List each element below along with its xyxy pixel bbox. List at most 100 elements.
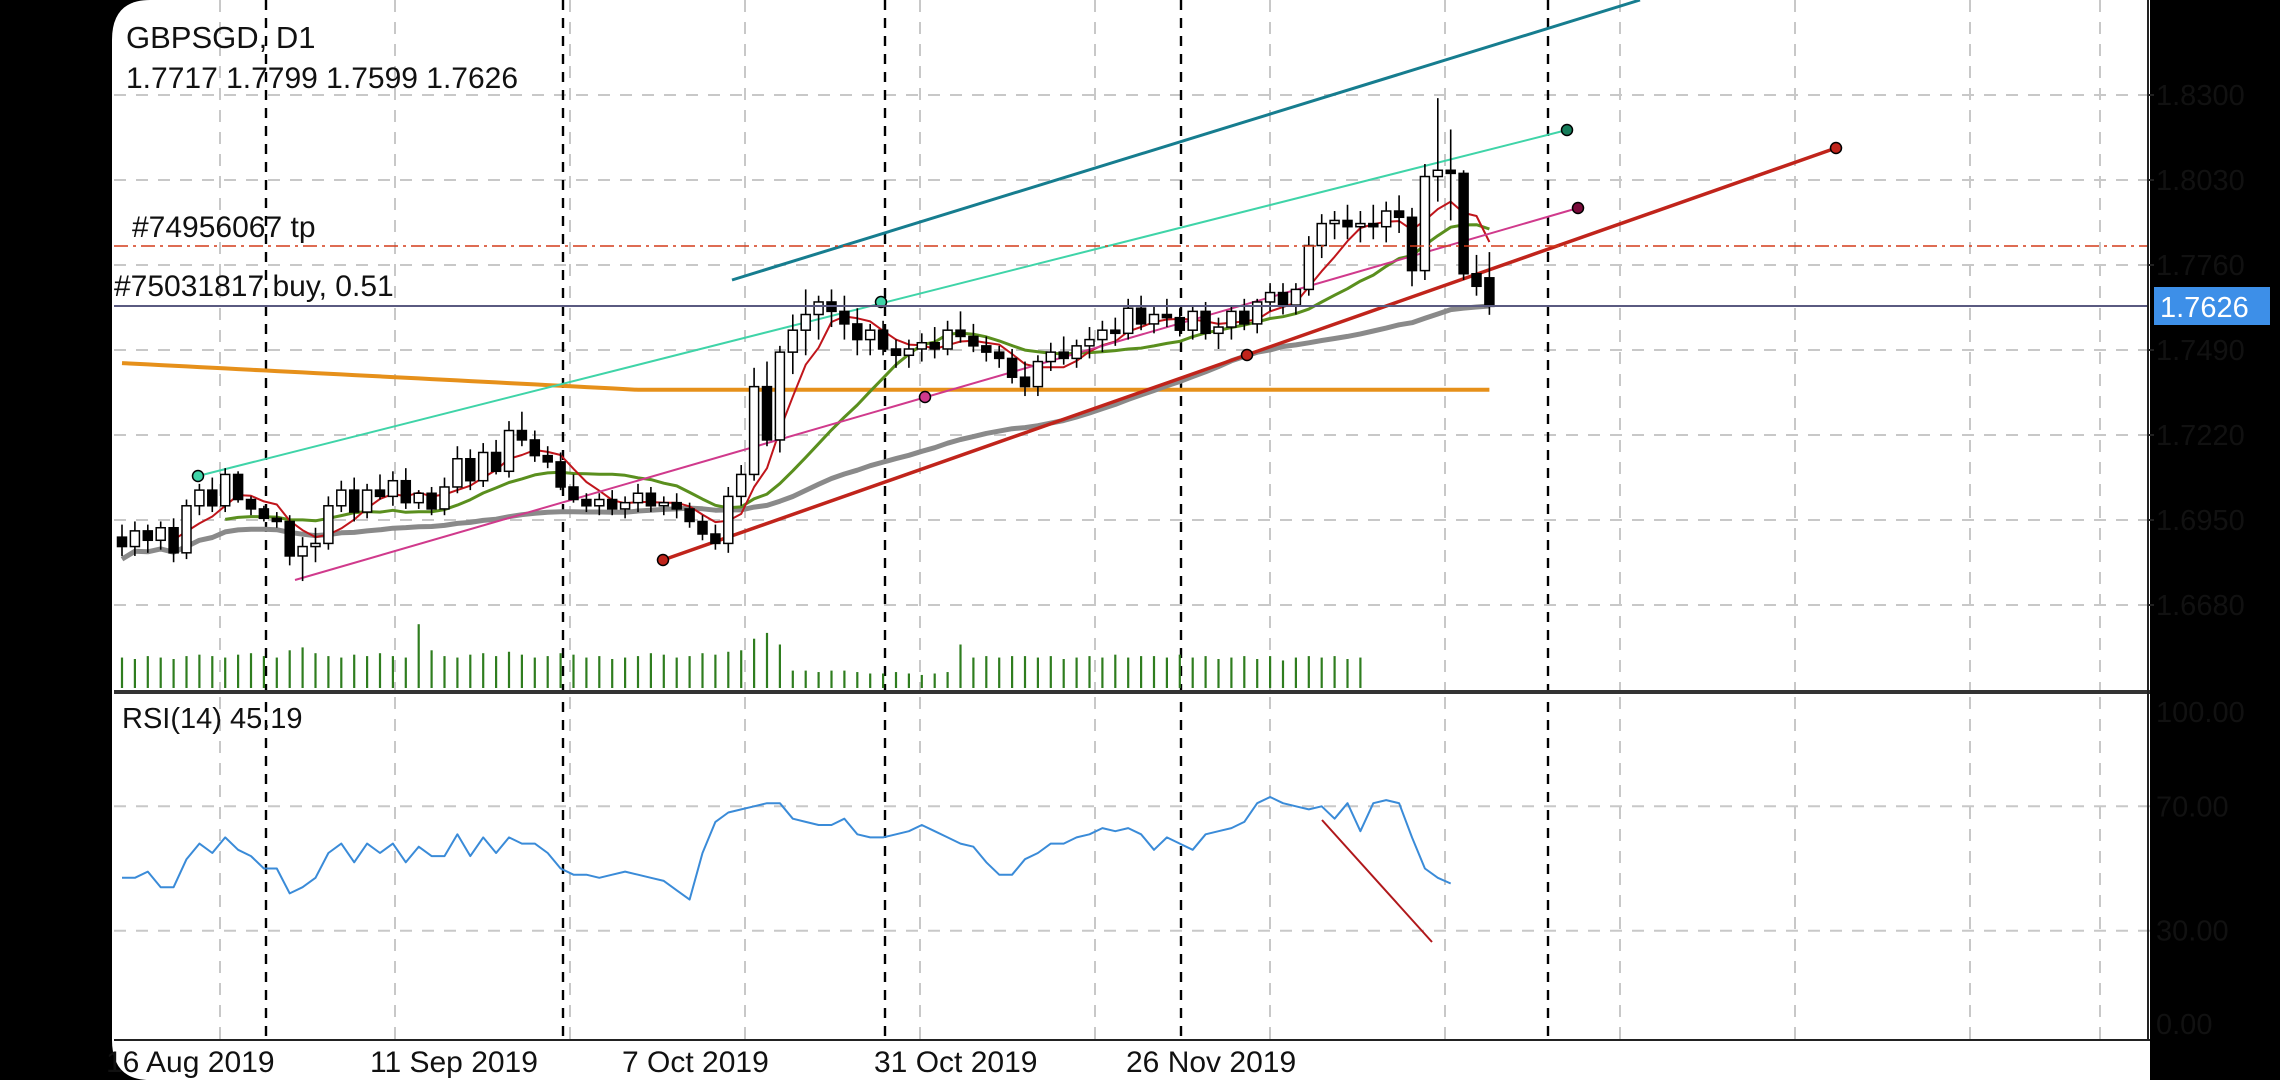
candle[interactable] [800, 289, 811, 356]
candle[interactable] [155, 521, 166, 550]
candle[interactable] [271, 512, 283, 528]
candle[interactable] [890, 339, 902, 368]
candle[interactable] [116, 524, 128, 556]
candle[interactable] [877, 320, 889, 356]
tp-order-label[interactable]: #74956067 tp [132, 211, 316, 244]
candle[interactable] [529, 430, 541, 462]
candle[interactable] [207, 477, 218, 513]
candle[interactable] [413, 490, 424, 509]
candle[interactable] [194, 483, 205, 516]
candle[interactable] [619, 496, 631, 519]
trendline-anchor-point[interactable] [918, 390, 932, 404]
candle[interactable] [1406, 207, 1418, 287]
candle[interactable] [993, 345, 1005, 368]
candle[interactable] [374, 474, 386, 500]
candle[interactable] [310, 527, 321, 563]
candle[interactable] [1239, 298, 1250, 331]
candle[interactable] [1303, 236, 1315, 296]
candle[interactable] [1110, 317, 1121, 346]
candle[interactable] [968, 323, 979, 353]
candle[interactable] [1419, 163, 1431, 281]
candle[interactable] [568, 474, 579, 503]
trendline-anchor-point[interactable] [1560, 123, 1574, 137]
candle[interactable] [1471, 254, 1482, 296]
candle[interactable] [581, 493, 592, 513]
candle[interactable] [465, 449, 476, 491]
candle[interactable] [658, 496, 670, 516]
candle[interactable] [929, 327, 940, 359]
candle[interactable] [645, 486, 657, 513]
candle[interactable] [1058, 336, 1069, 365]
trendline-anchor-point[interactable] [1571, 201, 1585, 215]
candle[interactable] [852, 308, 863, 356]
candle[interactable] [219, 468, 231, 513]
candle[interactable] [503, 421, 515, 478]
candle[interactable] [710, 524, 721, 550]
candle[interactable] [1084, 327, 1095, 359]
candle[interactable] [1071, 339, 1082, 368]
candle[interactable] [1368, 204, 1379, 240]
candle[interactable] [606, 490, 618, 516]
candle[interactable] [981, 336, 992, 362]
candle[interactable] [761, 361, 773, 447]
candle[interactable] [400, 468, 412, 509]
candle[interactable] [181, 499, 192, 560]
candle[interactable] [555, 452, 566, 491]
trendline-anchor-point[interactable] [1240, 348, 1254, 362]
candle[interactable] [336, 480, 347, 513]
candle[interactable] [245, 496, 257, 516]
candle[interactable] [1226, 305, 1237, 340]
candle[interactable] [748, 367, 760, 481]
candle[interactable] [697, 515, 708, 541]
buy-order-label[interactable]: #75031817 buy, 0.51 [114, 270, 394, 303]
order-levels[interactable] [114, 245, 2148, 307]
candles[interactable] [116, 98, 1495, 582]
candle[interactable] [361, 483, 373, 519]
candle[interactable] [671, 493, 682, 519]
trendline-anchor-point[interactable] [874, 295, 888, 309]
candle[interactable] [735, 465, 747, 506]
candle[interactable] [1019, 361, 1031, 397]
candle[interactable] [1006, 349, 1018, 384]
candle[interactable] [387, 471, 399, 506]
channel-low-line[interactable] [294, 207, 1579, 581]
candle[interactable] [1329, 211, 1340, 240]
candle[interactable] [297, 537, 308, 582]
candle[interactable] [723, 486, 734, 553]
candle[interactable] [594, 493, 605, 516]
candle[interactable] [942, 320, 953, 356]
candle[interactable] [1187, 305, 1198, 340]
candle[interactable] [348, 477, 360, 522]
rsi-line[interactable] [122, 796, 1452, 901]
candle[interactable] [955, 311, 966, 343]
trendline-anchor-point[interactable] [191, 469, 205, 483]
candle[interactable] [1148, 305, 1160, 334]
candle[interactable] [439, 477, 450, 516]
candle[interactable] [1032, 355, 1044, 397]
candle[interactable] [787, 314, 799, 375]
candle[interactable] [1045, 342, 1057, 371]
candle[interactable] [916, 333, 928, 362]
candle[interactable] [1097, 320, 1108, 353]
rsi-panel[interactable]: RSI(14) 45.19 [122, 703, 1452, 943]
candle[interactable] [1135, 295, 1147, 331]
candle[interactable] [232, 471, 244, 503]
candle[interactable] [839, 295, 850, 340]
candle[interactable] [903, 339, 915, 368]
candle[interactable] [684, 502, 695, 528]
candle[interactable] [323, 496, 334, 550]
candle[interactable] [813, 295, 824, 340]
trendline-anchor-point[interactable] [656, 553, 670, 567]
candle[interactable] [284, 515, 295, 566]
candle[interactable] [774, 345, 786, 453]
candle[interactable] [1174, 308, 1186, 337]
candle[interactable] [1213, 317, 1224, 349]
drawn-trendlines[interactable] [191, 0, 1843, 581]
candle[interactable] [1200, 301, 1211, 340]
candle[interactable] [477, 443, 489, 487]
candle[interactable] [542, 446, 553, 469]
candle[interactable] [168, 518, 179, 563]
candle[interactable] [1342, 204, 1353, 240]
